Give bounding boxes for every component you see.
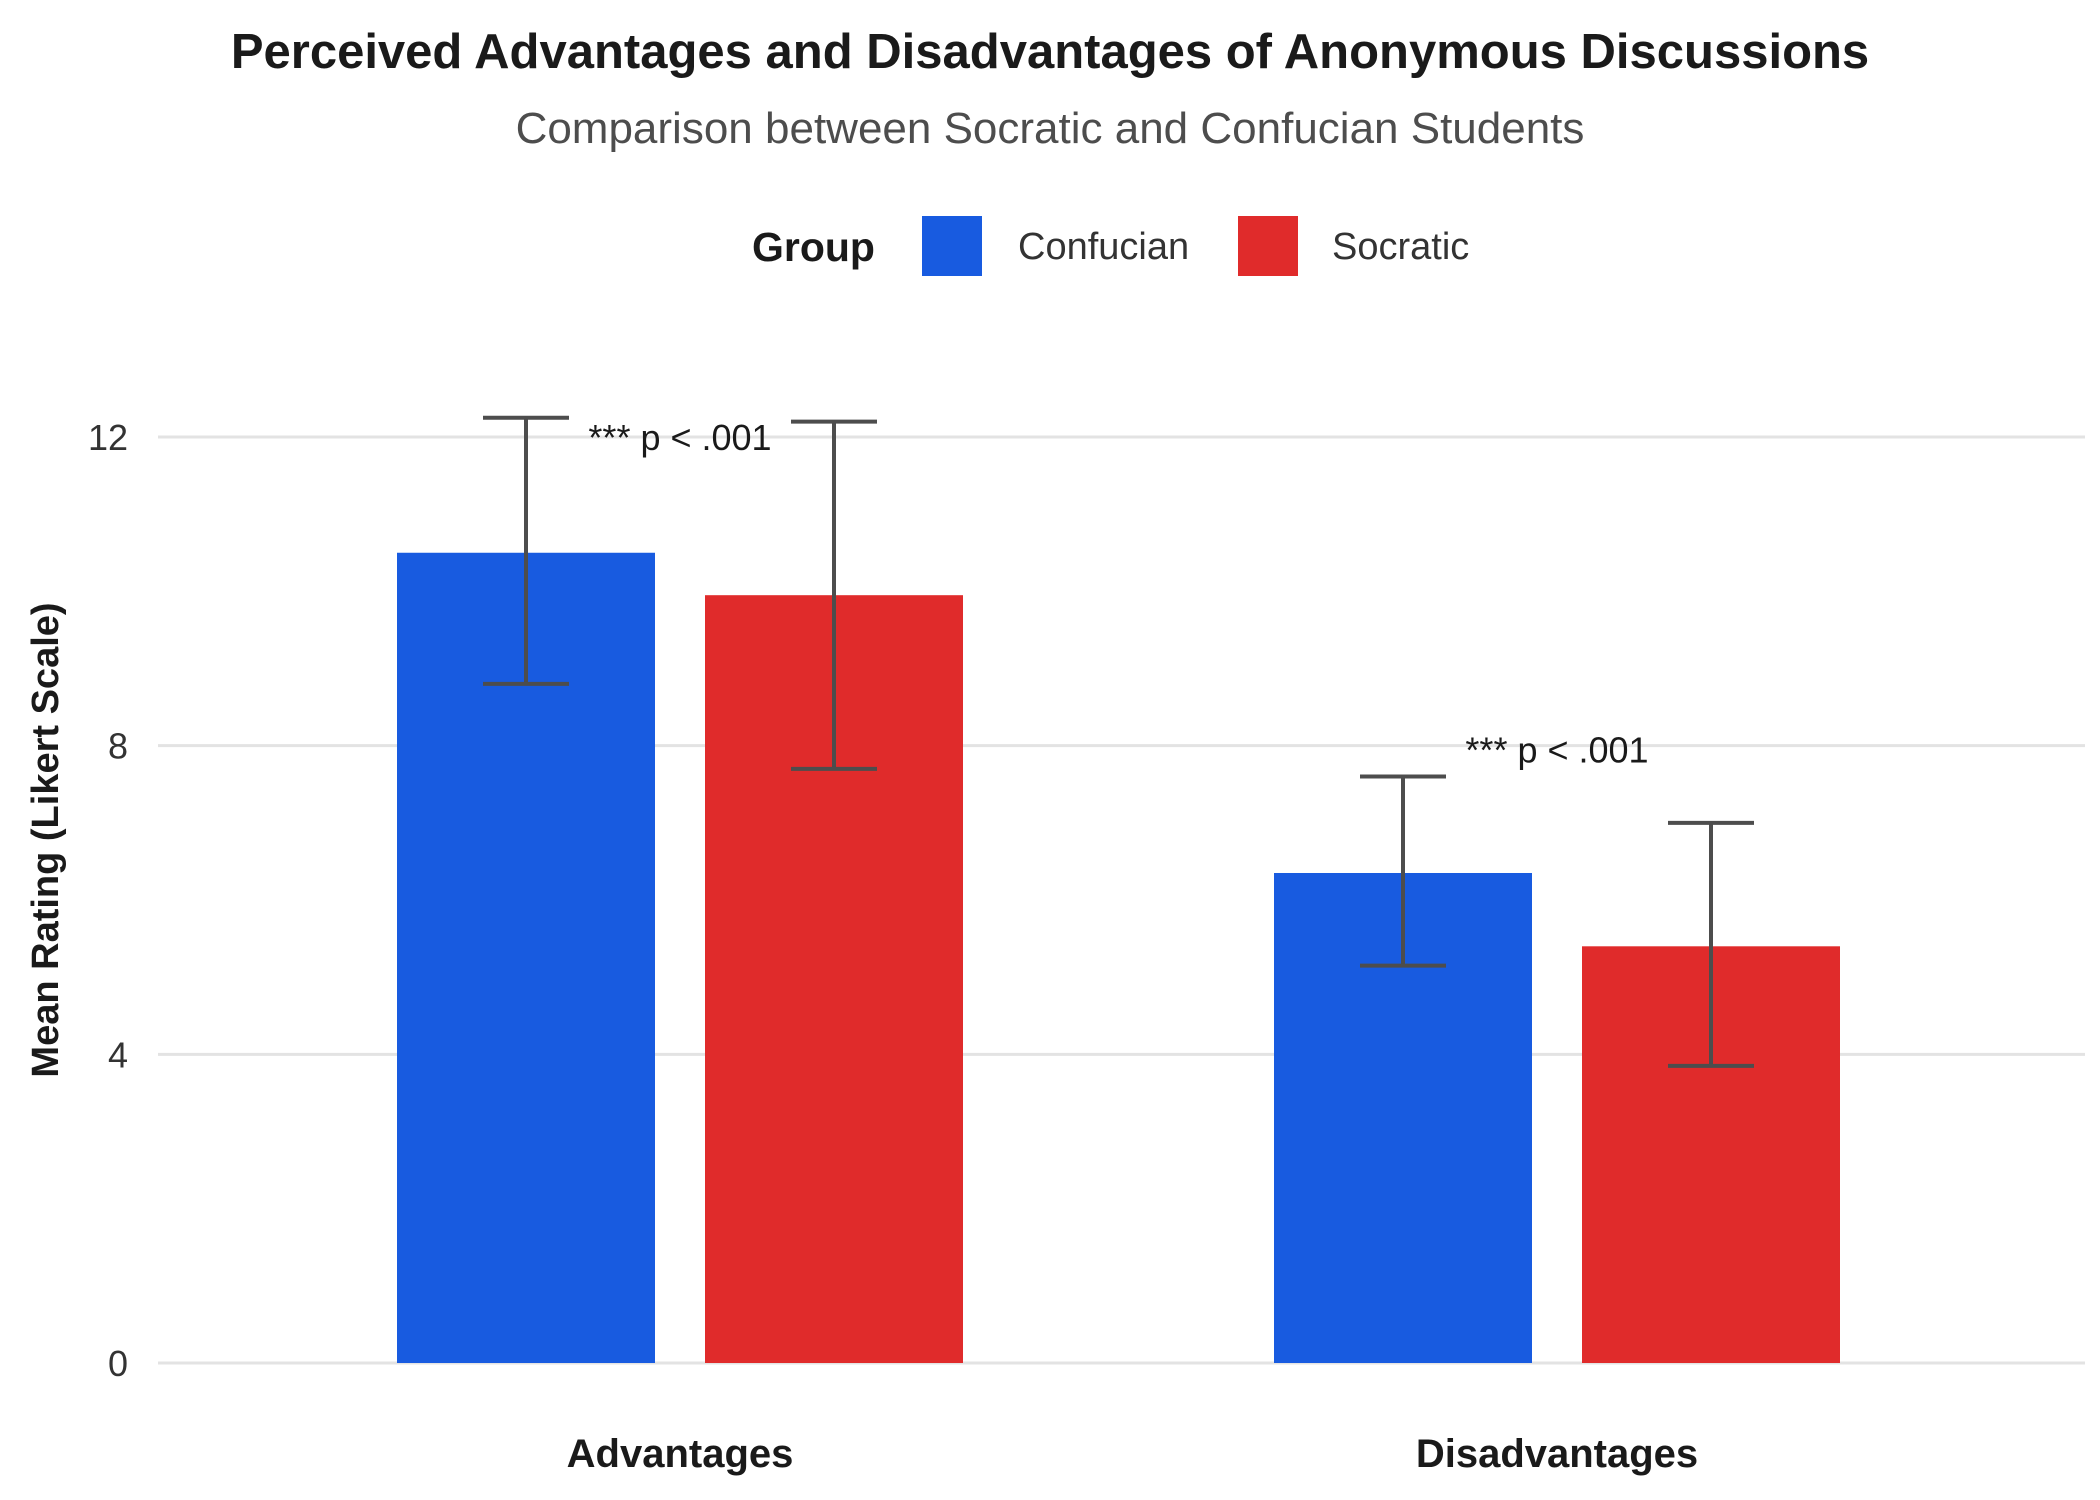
error-bar-socratic-disadvantages	[1668, 820, 1754, 1068]
chart-subtitle: Comparison between Socratic and Confucia…	[515, 104, 1585, 153]
y-tick-label-0: 0	[108, 1343, 128, 1384]
legend-label-socratic: Socratic	[1332, 226, 1470, 268]
legend: Group Confucian Socratic	[0, 214, 2100, 278]
significance-annotation-advantages: *** p < .001	[588, 417, 771, 458]
legend-swatch-confucian	[922, 216, 982, 276]
error-bar-confucian-advantages	[483, 415, 569, 686]
legend-title: Group	[752, 224, 875, 270]
bar-confucian-advantages	[397, 552, 655, 1363]
error-bar-confucian-disadvantages	[1360, 774, 1446, 968]
legend-swatch-socratic	[1238, 216, 1298, 276]
y-tick-label-4: 4	[108, 1034, 128, 1075]
chart-title: Perceived Advantages and Disadvantages o…	[230, 25, 1870, 79]
error-bar-socratic-advantages	[791, 419, 877, 771]
significance-annotation-disadvantages: *** p < .001	[1465, 730, 1648, 771]
y-tick-label-8: 8	[108, 726, 128, 767]
x-tick-label-disadvantages: Disadvantages	[1416, 1432, 1698, 1476]
y-tick-label-12: 12	[88, 417, 128, 458]
y-axis-title: Mean Rating (Likert Scale)	[25, 602, 67, 1077]
x-tick-label-advantages: Advantages	[567, 1432, 794, 1476]
legend-label-confucian: Confucian	[1018, 226, 1190, 268]
